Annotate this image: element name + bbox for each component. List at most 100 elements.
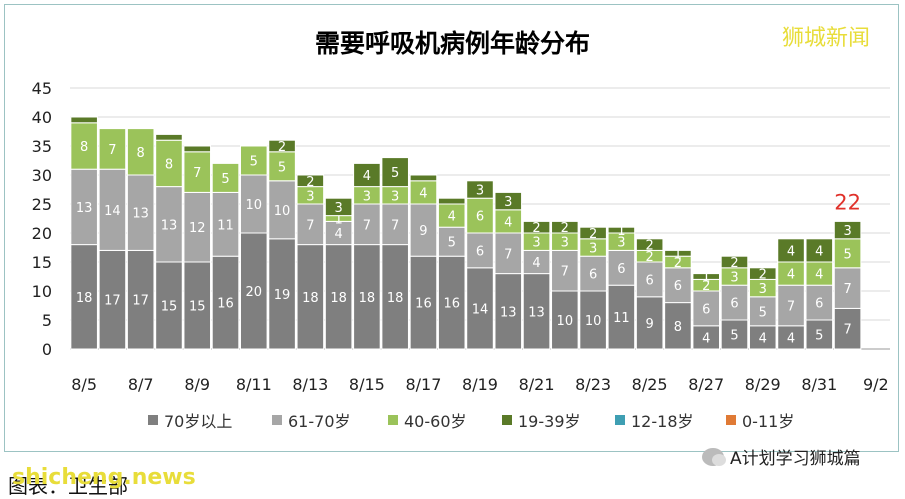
data-label: 7 <box>561 265 569 280</box>
data-label: 3 <box>532 236 540 251</box>
y-tick-label: 25 <box>32 195 52 214</box>
data-label: 19 <box>274 288 291 303</box>
bar-segment <box>437 226 466 257</box>
data-label: 9 <box>419 224 427 239</box>
bar-segment <box>805 238 834 263</box>
data-label: 14 <box>472 302 489 317</box>
data-label: 8 <box>165 157 173 172</box>
data-label: 10 <box>246 198 263 213</box>
legend-label: 19-39岁 <box>518 412 581 431</box>
bar-segment <box>833 220 862 240</box>
bar-segment <box>437 197 466 205</box>
bar-segment <box>155 261 183 350</box>
legend-swatch <box>726 415 736 425</box>
data-label: 4 <box>448 210 456 225</box>
data-label: 2 <box>730 256 738 271</box>
legend-item-12-18: 12-18岁 <box>615 408 694 432</box>
x-tick-label: 8/17 <box>405 375 441 394</box>
data-label: 9 <box>646 317 654 332</box>
x-tick-label: 8/15 <box>349 375 385 394</box>
bar-segment <box>833 238 862 269</box>
data-label: 2 <box>589 227 597 242</box>
data-label: 8 <box>137 146 145 161</box>
y-tick-label: 0 <box>42 340 52 359</box>
data-label: 7 <box>391 218 399 233</box>
data-label: 18 <box>302 291 319 306</box>
data-label: 16 <box>415 297 432 312</box>
data-label: 4 <box>787 244 795 259</box>
bar-segment <box>296 174 325 188</box>
data-label: 7 <box>363 218 371 233</box>
y-tick-label: 30 <box>32 166 52 185</box>
data-label: 3 <box>476 184 484 199</box>
data-label: 2 <box>646 250 654 265</box>
data-label: 2 <box>759 268 767 283</box>
data-label: 2 <box>306 175 314 190</box>
bar-segment <box>607 226 636 234</box>
data-label: 3 <box>589 242 597 257</box>
bar-segment <box>70 244 98 350</box>
data-label: 3 <box>759 282 767 297</box>
x-tick-label: 8/7 <box>128 375 154 394</box>
bar-segment <box>324 244 353 350</box>
bar-segment <box>353 162 381 188</box>
x-tick-label: 8/11 <box>236 375 272 394</box>
bar-segment <box>692 273 720 280</box>
bar-segment <box>494 273 523 350</box>
legend-item-61-70: 61-70岁 <box>272 408 351 432</box>
data-label: 6 <box>702 302 710 317</box>
bar-segment <box>183 145 212 153</box>
bar-segment <box>268 151 296 182</box>
y-tick-label: 5 <box>42 311 52 330</box>
data-label: 4 <box>504 215 512 230</box>
bar-segment <box>126 174 155 251</box>
data-label: 5 <box>759 305 767 320</box>
data-label: 7 <box>193 166 201 181</box>
wechat-icon <box>702 447 726 466</box>
legend-swatch <box>502 415 512 425</box>
legend-item-70plus: 70岁以上 <box>148 408 232 432</box>
data-label: 2 <box>278 140 286 155</box>
data-label: 20 <box>246 285 263 300</box>
bar-segment <box>98 249 127 350</box>
data-label: 6 <box>589 268 597 283</box>
data-label: 1 <box>617 224 625 239</box>
bar-segment <box>494 191 523 211</box>
data-label: 10 <box>557 314 574 329</box>
data-label: 15 <box>189 300 206 315</box>
bar-segment <box>381 203 409 246</box>
y-tick-label: 35 <box>32 137 52 156</box>
data-label: 13 <box>76 201 93 216</box>
data-label: 17 <box>132 294 149 309</box>
data-label: 8 <box>80 140 88 155</box>
data-label: 7 <box>787 300 795 315</box>
bar-segment <box>664 249 692 257</box>
bar-segment <box>466 197 494 234</box>
x-tick-label: 8/13 <box>292 375 328 394</box>
legend-item-19-39: 19-39岁 <box>502 408 581 432</box>
bar-segment <box>466 267 494 350</box>
data-label: 2 <box>702 279 710 294</box>
data-label: 18 <box>387 291 404 306</box>
bar-segment <box>551 220 579 234</box>
bar-segment <box>211 162 240 193</box>
legend-label: 61-70岁 <box>288 412 351 431</box>
bar-segment <box>353 203 381 246</box>
bar-segment <box>522 220 551 234</box>
bar-segment <box>664 267 692 304</box>
bar-segment <box>409 203 438 257</box>
data-label: 2 <box>674 256 682 271</box>
bar-segment <box>98 128 127 170</box>
data-label: 17 <box>104 294 121 309</box>
watermark: 狮城新闻 <box>782 26 871 51</box>
bar-segment <box>183 191 212 263</box>
data-label: 8 <box>674 320 682 335</box>
bar-segment <box>155 186 183 263</box>
bar-segment <box>353 244 381 350</box>
x-tick-label: 8/21 <box>519 375 555 394</box>
data-label: 16 <box>217 297 234 312</box>
data-label: 4 <box>787 331 795 346</box>
data-label: 7 <box>843 282 851 297</box>
data-label: 11 <box>217 218 234 233</box>
